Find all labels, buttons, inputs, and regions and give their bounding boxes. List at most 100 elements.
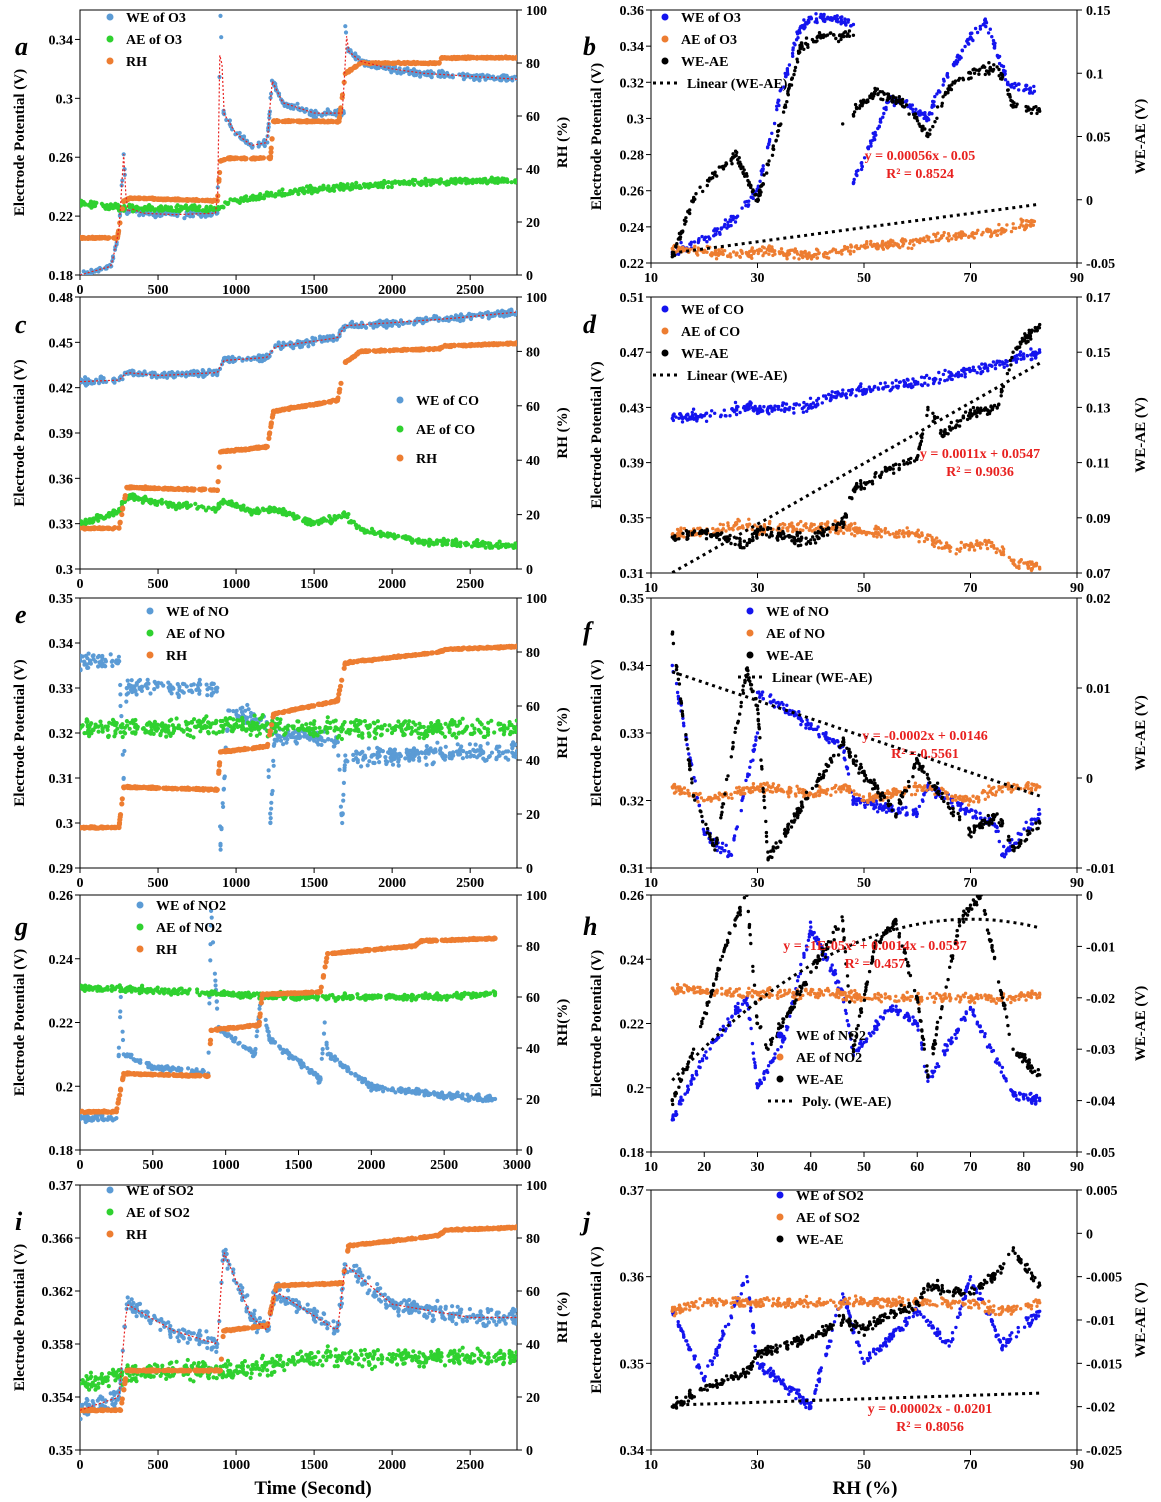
data-point bbox=[266, 128, 271, 133]
data-point bbox=[188, 503, 193, 508]
data-point bbox=[826, 256, 831, 260]
data-point bbox=[1019, 357, 1023, 361]
data-point bbox=[382, 180, 387, 185]
data-point bbox=[746, 204, 750, 208]
data-point bbox=[711, 176, 715, 180]
data-point bbox=[446, 181, 451, 186]
data-point bbox=[902, 384, 906, 388]
data-point bbox=[200, 368, 205, 373]
data-point bbox=[736, 158, 740, 162]
data-point bbox=[739, 165, 743, 170]
data-point bbox=[925, 131, 929, 135]
data-point bbox=[1021, 352, 1026, 356]
data-point bbox=[842, 34, 846, 39]
data-point bbox=[731, 152, 735, 156]
data-point bbox=[935, 92, 939, 96]
data-point bbox=[170, 486, 176, 492]
data-point bbox=[740, 206, 744, 210]
data-point bbox=[808, 396, 813, 400]
x-tick-label: 500 bbox=[148, 283, 169, 298]
data-point bbox=[267, 112, 272, 117]
data-point bbox=[398, 71, 403, 76]
data-point bbox=[941, 95, 945, 99]
data-point bbox=[868, 242, 873, 246]
data-point bbox=[908, 239, 913, 243]
data-point bbox=[785, 257, 789, 261]
data-point bbox=[341, 182, 346, 187]
data-point bbox=[971, 368, 975, 372]
data-point bbox=[326, 184, 331, 189]
data-point bbox=[869, 144, 873, 148]
data-point bbox=[797, 403, 802, 407]
data-point bbox=[223, 448, 229, 454]
data-point bbox=[407, 319, 412, 324]
data-point bbox=[713, 411, 717, 415]
data-point bbox=[829, 393, 833, 397]
data-point bbox=[761, 164, 765, 168]
data-point bbox=[879, 97, 883, 101]
data-point bbox=[81, 269, 86, 274]
data-point bbox=[268, 153, 274, 160]
data-point bbox=[166, 205, 171, 210]
data-point bbox=[937, 370, 941, 375]
data-point bbox=[691, 407, 696, 411]
data-point bbox=[466, 73, 471, 78]
data-point bbox=[929, 240, 933, 244]
data-point bbox=[701, 250, 705, 254]
data-point bbox=[132, 195, 138, 201]
data-point bbox=[1033, 356, 1038, 360]
data-point bbox=[503, 73, 508, 78]
data-point bbox=[484, 181, 490, 186]
y-tick-label: 0.3 bbox=[56, 563, 74, 578]
data-point bbox=[215, 185, 220, 190]
data-point bbox=[694, 192, 698, 196]
data-point bbox=[932, 232, 936, 236]
data-point bbox=[374, 324, 380, 329]
data-point bbox=[810, 37, 815, 42]
data-point bbox=[424, 183, 429, 188]
data-point bbox=[91, 526, 97, 532]
data-point bbox=[414, 538, 419, 543]
y-tick-label: 0.32 bbox=[620, 76, 645, 91]
legend-label: WE of O3 bbox=[681, 11, 741, 26]
data-point bbox=[292, 404, 298, 411]
data-point bbox=[128, 204, 133, 209]
data-point bbox=[280, 191, 285, 196]
data-point bbox=[767, 142, 771, 146]
data-point bbox=[217, 169, 223, 176]
data-point bbox=[897, 95, 901, 99]
data-point bbox=[779, 408, 783, 412]
data-point bbox=[839, 37, 843, 42]
data-point bbox=[99, 201, 104, 206]
data-point bbox=[335, 184, 341, 189]
data-point bbox=[122, 493, 128, 499]
data-point bbox=[724, 161, 728, 165]
data-point bbox=[715, 227, 720, 231]
data-point bbox=[986, 31, 991, 35]
data-point bbox=[436, 178, 441, 183]
data-point bbox=[875, 87, 880, 91]
data-point bbox=[253, 444, 259, 450]
data-point bbox=[341, 187, 346, 192]
y-axis-title: Electrode Potential (V) bbox=[12, 359, 28, 506]
data-point bbox=[750, 406, 755, 410]
data-point bbox=[983, 362, 987, 366]
data-point bbox=[696, 253, 700, 257]
data-point bbox=[348, 321, 353, 326]
data-point bbox=[876, 386, 880, 390]
data-point bbox=[489, 341, 495, 347]
data-point bbox=[789, 83, 794, 87]
data-point bbox=[967, 234, 971, 238]
data-point bbox=[271, 118, 277, 124]
data-point bbox=[759, 248, 763, 253]
series-we-of-o3 bbox=[670, 12, 1037, 256]
data-point bbox=[793, 247, 797, 251]
data-point bbox=[316, 520, 321, 525]
data-point bbox=[978, 24, 982, 29]
data-point bbox=[919, 237, 923, 241]
data-point bbox=[880, 245, 885, 250]
legend-swatch bbox=[396, 425, 404, 433]
data-point bbox=[273, 88, 279, 93]
data-point bbox=[903, 100, 907, 104]
data-point bbox=[983, 65, 987, 69]
